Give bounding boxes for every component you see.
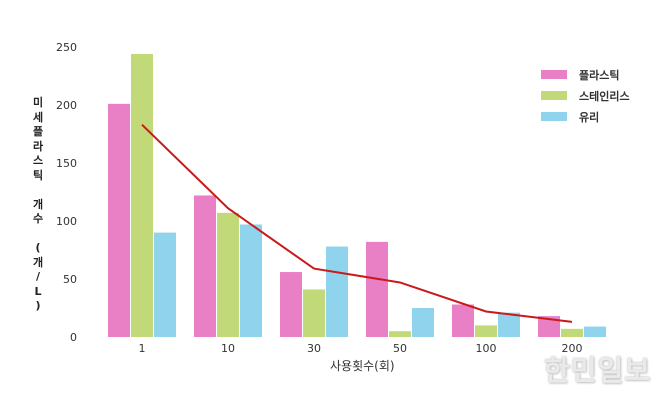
y-axis-title-char: 개: [32, 255, 44, 269]
y-axis-title-char: ): [35, 299, 41, 312]
bar: [217, 212, 239, 337]
legend-swatch: [541, 112, 567, 121]
x-axis-title: 사용횟수(회): [330, 359, 395, 373]
bar: [131, 53, 153, 338]
bar: [452, 304, 474, 337]
legend-swatch: [541, 91, 567, 100]
legend-swatch: [541, 70, 567, 79]
bar: [389, 331, 411, 337]
bar: [280, 272, 302, 337]
y-tick-label: 150: [56, 157, 77, 170]
bar: [154, 232, 176, 337]
legend-label: 플라스틱: [579, 68, 620, 82]
bar: [412, 308, 434, 337]
y-tick-label: 250: [56, 41, 77, 54]
y-axis-title-char: 라: [32, 139, 44, 153]
y-axis-title-char: 스: [32, 154, 44, 167]
y-tick-label: 50: [63, 273, 77, 286]
bars: [108, 53, 606, 338]
watermark-logo: 한민일보: [543, 354, 651, 387]
y-axis-title-char: 틱: [32, 168, 44, 182]
bar: [584, 326, 606, 337]
y-axis-title-char: [30, 227, 46, 242]
x-axis-ticks: 1 10 30 50 100 200: [139, 342, 583, 355]
y-axis-ticks: 0 50 100 150 200 250: [56, 41, 77, 344]
trend-line: [141, 124, 573, 323]
bar: [475, 325, 497, 337]
bar: [194, 195, 216, 337]
bar: [326, 246, 348, 337]
bar: [498, 312, 520, 337]
y-tick-label: 0: [70, 331, 77, 344]
bar: [561, 328, 583, 337]
x-tick-label: 10: [221, 342, 235, 355]
y-axis-title-char: /: [35, 270, 41, 283]
y-axis-title-char: [30, 183, 46, 198]
y-axis-title-char: L: [34, 284, 42, 298]
legend-label: 스테인리스: [579, 89, 630, 103]
bar: [538, 316, 560, 337]
x-tick-label: 30: [307, 342, 321, 355]
y-axis-title-char: 개: [32, 197, 44, 211]
y-axis-title-char: 플: [32, 125, 44, 138]
y-axis-title-char: 수: [32, 212, 44, 225]
legend-item: 플라스틱: [541, 64, 630, 85]
y-axis-title-char: 미: [32, 96, 44, 109]
x-tick-label: 200: [562, 342, 583, 355]
legend-item: 스테인리스: [541, 85, 630, 106]
legend-item: 유리: [541, 106, 630, 127]
bar: [303, 289, 325, 337]
x-tick-label: 1: [139, 342, 146, 355]
y-tick-label: 100: [56, 215, 77, 228]
y-axis-title-char: 세: [32, 110, 44, 124]
y-axis-title-char: (: [35, 241, 41, 254]
bar: [366, 241, 388, 337]
x-tick-label: 100: [476, 342, 497, 355]
legend-label: 유리: [579, 110, 600, 124]
bar: [108, 103, 130, 337]
bar: [240, 224, 262, 337]
x-tick-label: 50: [393, 342, 407, 355]
y-tick-label: 200: [56, 99, 77, 112]
